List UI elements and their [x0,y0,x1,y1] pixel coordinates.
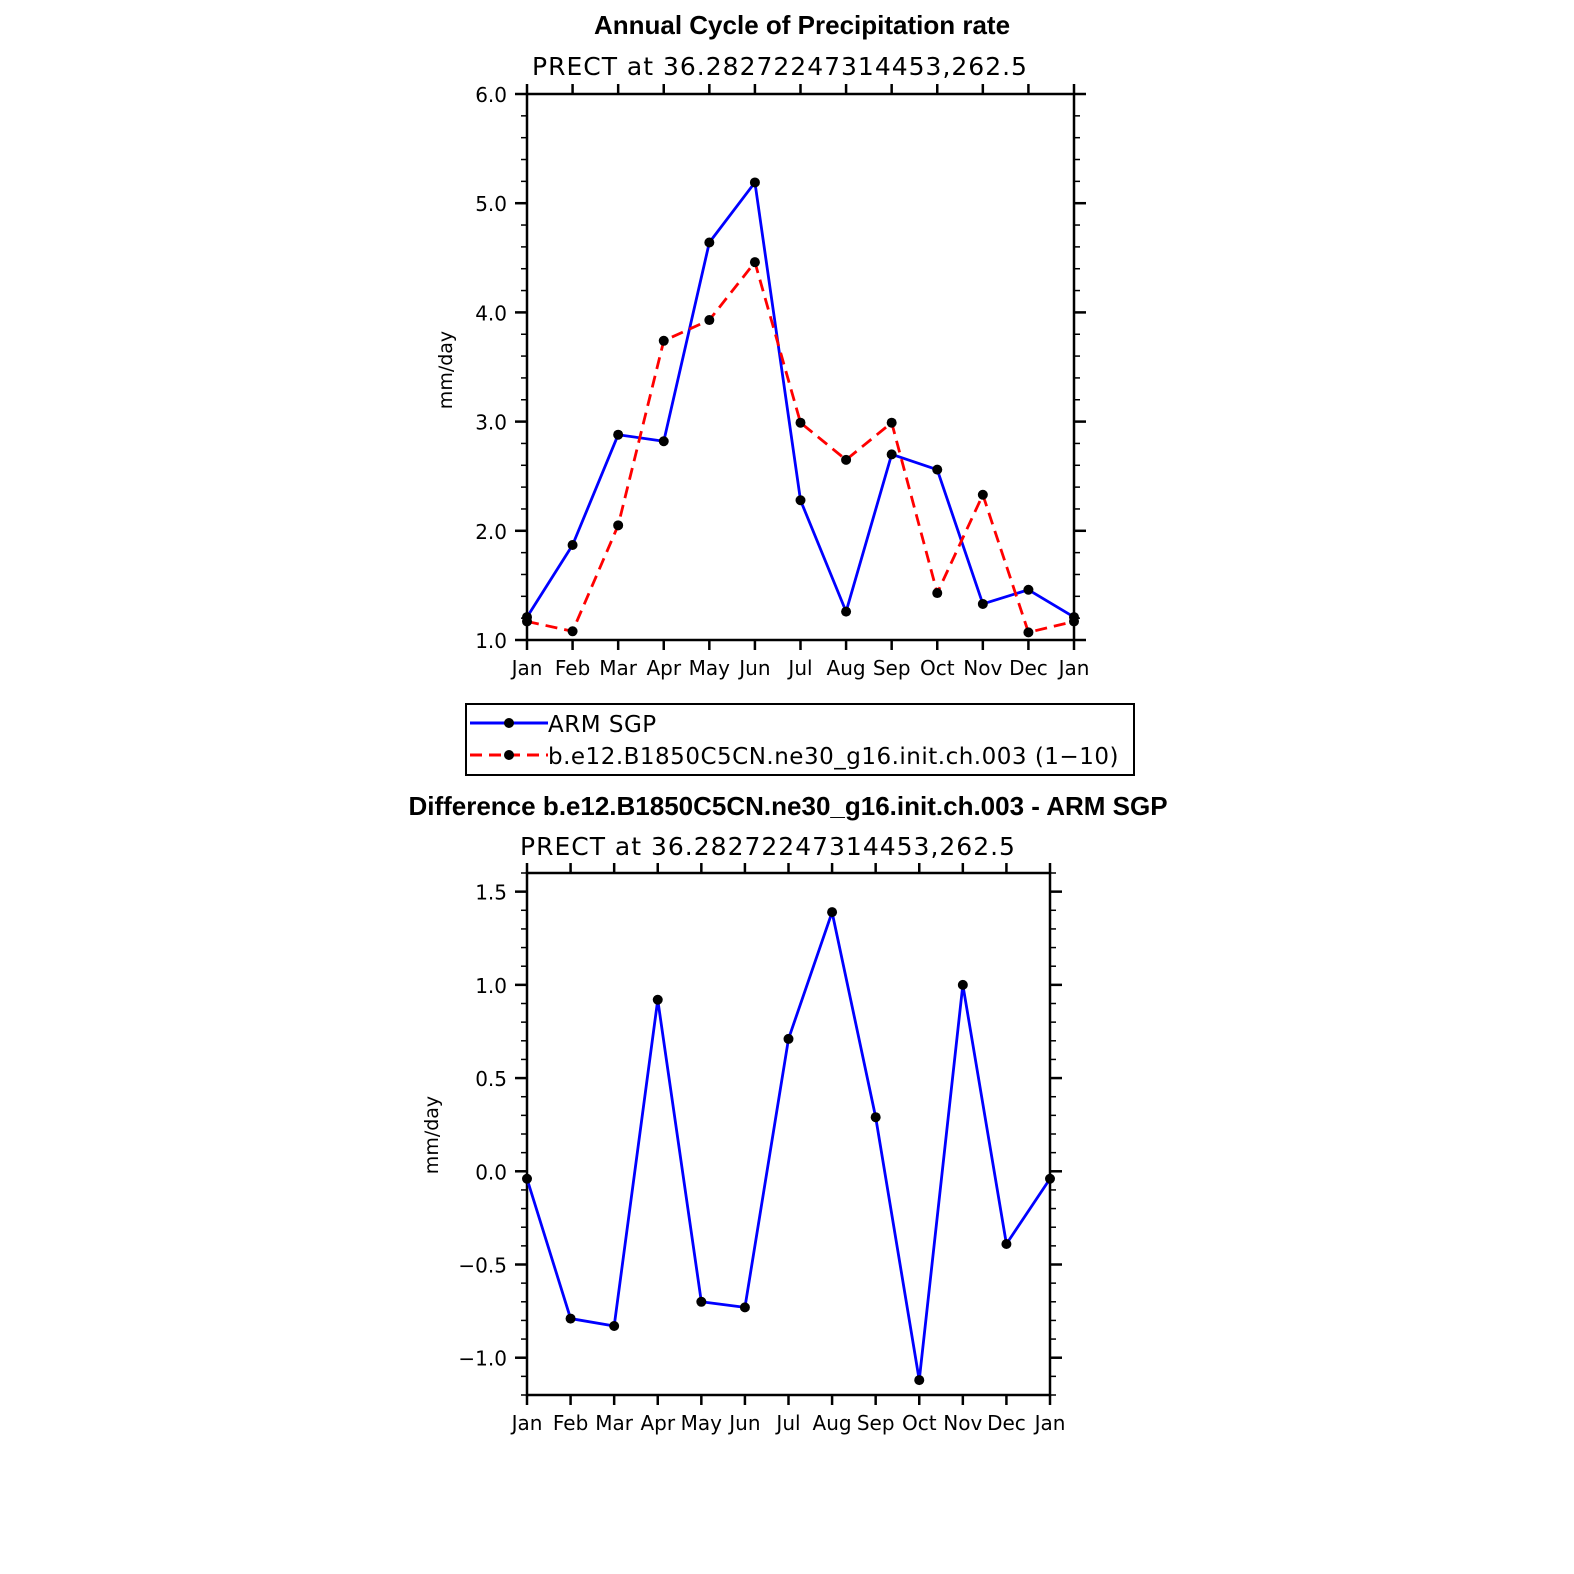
series-line-1 [526,260,1075,634]
data-point [977,489,988,500]
data-point [613,520,624,531]
y-tick-label: −0.5 [458,1254,507,1278]
legend-box [465,703,1135,776]
y-tick-label: 4.0 [475,301,507,325]
annual-cycle-chart: Annual Cycle of Precipitation rate PRECT… [435,10,1089,680]
y-tick-label: −1.0 [458,1347,507,1371]
x-tick-label: Oct [920,656,955,680]
data-point [827,907,838,918]
data-point [932,464,943,475]
legend-marker-model [504,750,514,760]
legend-marker-arm-sgp [504,718,514,728]
y-tick-label: 1.5 [475,881,507,905]
data-point [696,1296,707,1307]
data-point [658,335,669,346]
data-point [567,626,578,637]
chart-subtitle: PRECT at 36.28272247314453,262.5 [520,832,1016,861]
chart-title: Annual Cycle of Precipitation rate [594,10,1010,40]
difference-chart: Difference b.e12.B1850C5CN.ne30_g16.init… [408,791,1167,1435]
legend: ARM SGP b.e12.B1850C5CN.ne30_g16.init.ch… [465,703,1135,776]
legend-label-model: b.e12.B1850C5CN.ne30_g16.init.ch.003 (1−… [548,744,1119,770]
data-point [914,1375,925,1386]
y-axis-label: mm/day [421,1096,443,1174]
x-tick-label: Jul [786,656,812,680]
data-point [652,994,663,1005]
y-tick-label: 3.0 [475,411,507,435]
data-point [783,1033,794,1044]
y-tick-label: 5.0 [475,192,507,216]
data-point [841,606,852,617]
y-axis-label: mm/day [435,331,457,409]
data-point [522,1173,532,1184]
data-point [704,315,715,326]
data-point [870,1112,881,1123]
y-tick-label: 1.0 [475,629,507,653]
x-tick-label: Oct [902,1411,937,1435]
x-tick-label: Nov [943,1411,982,1435]
data-point [522,616,532,627]
data-point [1023,584,1034,595]
data-point [739,1302,750,1313]
data-point [1069,616,1079,627]
data-point [1001,1238,1012,1249]
x-tick-label: Jun [727,1411,760,1435]
data-point [886,417,897,428]
data-point [1023,627,1034,638]
data-point [658,436,669,447]
data-point [749,257,760,268]
x-tick-label: Apr [646,656,681,680]
y-tick-label: 6.0 [475,83,507,107]
x-tick-label: Dec [1009,656,1048,680]
data-point [841,454,852,465]
x-tick-label: Sep [873,656,911,680]
x-tick-label: Feb [555,656,590,680]
x-tick-label: Aug [813,1411,852,1435]
x-tick-label: May [689,656,731,680]
chart-title: Difference b.e12.B1850C5CN.ne30_g16.init… [408,791,1167,821]
data-point [886,449,897,460]
plot-frame [525,871,1052,1397]
x-tick-label: May [681,1411,723,1435]
x-tick-label: Nov [963,656,1002,680]
data-point [704,237,715,248]
x-tick-label: Jan [510,656,543,680]
series-line-0 [525,910,1052,1382]
x-tick-label: Mar [595,1411,634,1435]
x-tick-label: Jan [1033,1411,1066,1435]
data-point [749,177,760,188]
plot-frame [525,92,1076,642]
data-point [613,429,624,440]
x-tick-label: Jun [737,656,770,680]
y-tick-label: 0.0 [475,1160,507,1184]
data-point [957,979,968,990]
data-point [977,598,988,609]
x-tick-label: Jan [1057,656,1090,680]
y-tick-label: 0.5 [475,1067,507,1091]
data-point [932,588,943,599]
x-tick-label: Mar [599,656,638,680]
x-tick-label: Jul [774,1411,800,1435]
data-point [795,495,806,506]
x-tick-label: Aug [827,656,866,680]
x-tick-label: Feb [553,1411,588,1435]
legend-label-arm-sgp: ARM SGP [548,712,657,738]
data-point [609,1321,620,1332]
data-point [565,1313,576,1324]
x-tick-label: Apr [640,1411,675,1435]
data-point [795,417,806,428]
series-line-0 [525,181,1075,619]
data-point [1045,1173,1055,1184]
y-tick-label: 1.0 [475,974,507,998]
x-tick-label: Jan [510,1411,543,1435]
data-point [567,539,578,550]
y-tick-label: 2.0 [475,520,507,544]
x-tick-label: Dec [987,1411,1026,1435]
x-tick-label: Sep [857,1411,895,1435]
chart-subtitle: PRECT at 36.28272247314453,262.5 [532,52,1028,81]
